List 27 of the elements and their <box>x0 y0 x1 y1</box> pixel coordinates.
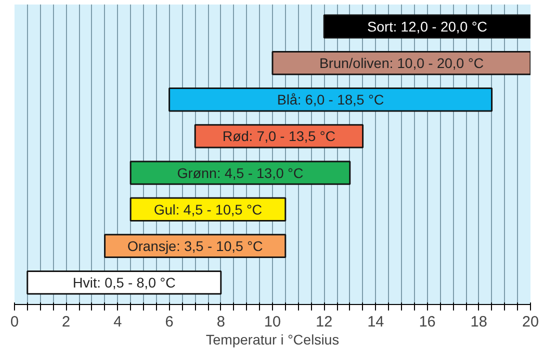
y-tick-label: Oransje: 3,5 - 10,5 °C <box>127 238 263 254</box>
x-tick-label: 20 <box>522 314 539 330</box>
bar <box>194 124 364 148</box>
y-tick-label: Sort: 12,0 - 20,0 °C <box>367 18 488 34</box>
bar <box>168 88 493 112</box>
x-tick-label: 4 <box>114 314 122 330</box>
x-tick-label: 6 <box>165 314 174 330</box>
y-tick-label: Rød: 7,0 - 13,5 °C <box>222 128 336 144</box>
y-tick-label: Gul: 4,5 - 10,5 °C <box>154 201 262 218</box>
x-tick-label: 8 <box>216 314 226 330</box>
x-tick-label: 12 <box>316 314 332 330</box>
x-tick-label: 16 <box>418 314 436 330</box>
bar <box>26 270 222 295</box>
x-tick-label: 10 <box>264 314 281 330</box>
bar <box>323 14 530 39</box>
y-tick-label: Hvit: 0,5 - 8,0 °C <box>72 274 176 291</box>
bar <box>272 50 530 76</box>
y-tick-label: Brun/oliven: 10,0 - 20,0 °C <box>319 55 484 72</box>
x-tick-label: 0 <box>10 314 19 330</box>
x-tick-label: 14 <box>367 314 384 330</box>
x-tick-label: 2 <box>62 314 70 330</box>
bar <box>130 160 351 185</box>
y-tick-label: Blå: 6,0 - 18,5 °C <box>277 92 384 108</box>
y-tick-label: Grønn: 4,5 - 13,0 °C <box>177 164 304 181</box>
bar <box>130 197 286 222</box>
x-tick-label: 18 <box>470 314 488 330</box>
x-axis-title: Temperatur i °Celsius <box>206 332 340 348</box>
